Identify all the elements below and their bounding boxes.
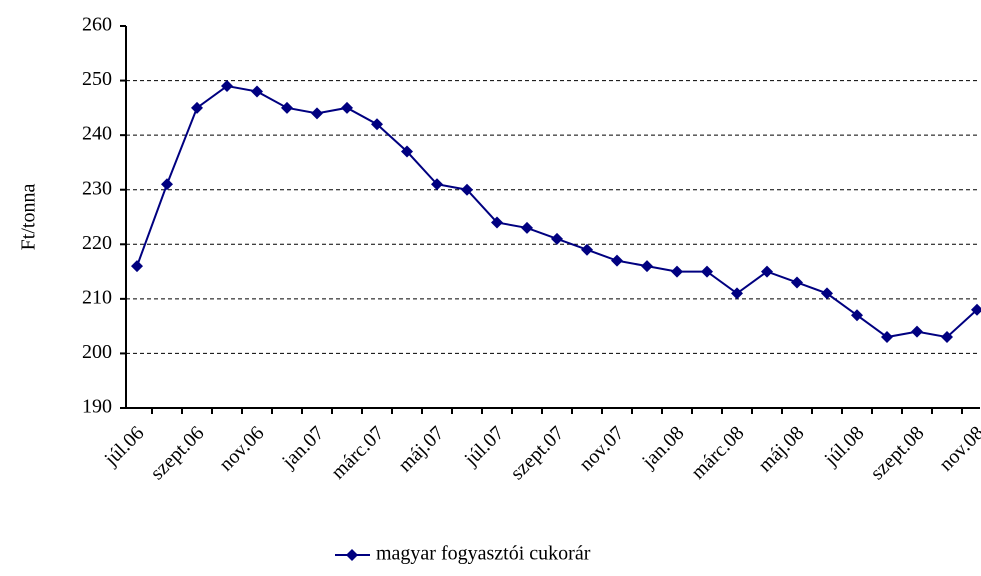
point [971,303,981,316]
point [851,309,863,322]
point [281,101,293,114]
y-tick-label: 250 [82,68,112,90]
y-tick-label: 190 [82,396,112,418]
point [821,287,833,300]
line-series [136,84,978,339]
x-tick-label: márc.08 [687,422,749,484]
point [791,276,803,289]
y-axis-label: Ft/tonna [18,184,40,251]
point [881,331,893,344]
point [911,325,923,338]
point [671,265,683,278]
point [251,85,263,98]
y-tick-label: 240 [82,123,112,145]
x-tick-label: márc.07 [327,422,389,484]
x-tick-label: szept.06 [146,422,208,484]
point [551,232,563,245]
y-tick-label: 220 [82,232,112,254]
x-tick-label: nov.06 [215,422,269,476]
point [131,260,143,273]
point [761,265,773,278]
point [491,216,503,229]
point [521,221,533,234]
y-tick-label: 200 [82,341,112,363]
point [191,101,203,114]
x-tick-label: júl.07 [460,422,509,471]
x-tick-label: jan.07 [277,422,328,473]
point [611,254,623,267]
y-tick-label: 260 [82,14,112,36]
point [401,145,413,158]
x-tick-label: máj.07 [394,422,448,476]
point [581,243,593,256]
point [461,183,473,196]
point [941,331,953,344]
point [731,287,743,300]
legend-marker [346,549,358,561]
point [641,260,653,273]
point [341,101,353,114]
y-tick-label: 210 [82,286,112,308]
x-tick-label: máj.08 [754,422,808,476]
point [311,107,323,120]
x-tick-label: jan.08 [637,422,688,473]
x-tick-label: szept.08 [866,422,928,484]
x-tick-label: nov.08 [935,422,981,476]
x-tick-label: szept.07 [506,422,568,484]
point [161,178,173,191]
x-tick-label: júl.06 [100,422,149,471]
y-tick-label: 230 [82,177,112,199]
point [701,265,713,278]
legend-label: magyar fogyasztói cukorár [376,543,591,565]
x-tick-label: nov.07 [575,422,629,476]
point [431,178,443,191]
point [371,118,383,131]
x-tick-label: júl.08 [820,422,869,471]
point [221,80,233,93]
